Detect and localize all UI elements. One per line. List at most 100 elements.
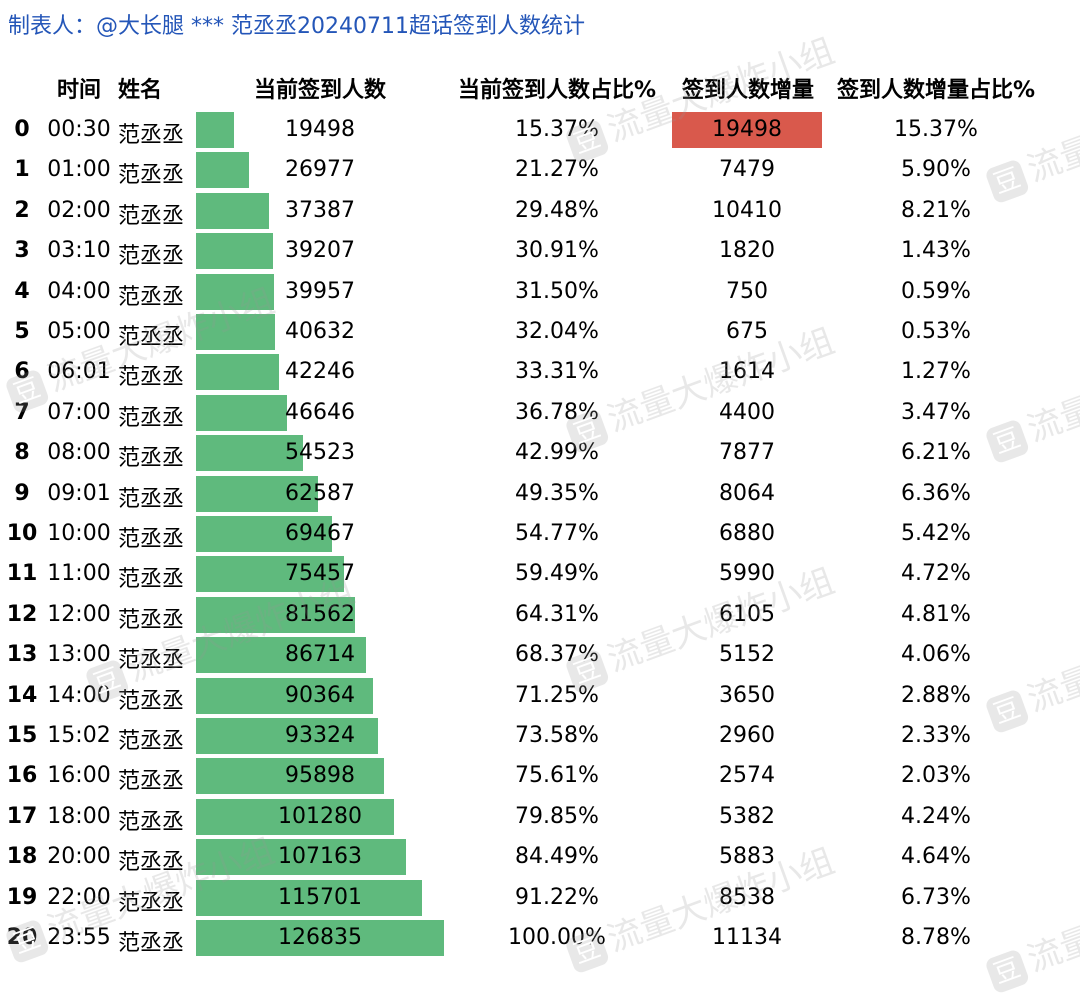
row-index: 11 bbox=[6, 561, 38, 587]
increase-cell: 10410 bbox=[712, 197, 782, 223]
table-row: 17 18:00 范丞丞 101280 79.85% 5382 4.24% bbox=[0, 797, 1080, 837]
name-cell: 范丞丞 bbox=[118, 890, 185, 916]
increase-pct-cell: 15.37% bbox=[894, 117, 978, 142]
row-index: 8 bbox=[14, 440, 30, 466]
name-cell: 范丞丞 bbox=[118, 486, 185, 512]
data-bar bbox=[196, 839, 406, 876]
name-cell: 范丞丞 bbox=[118, 405, 185, 431]
table-row: 5 05:00 范丞丞 40632 32.04% 675 0.53% bbox=[0, 312, 1080, 352]
table-row: 2 02:00 范丞丞 37387 29.48% 10410 8.21% bbox=[0, 191, 1080, 231]
increase-cell: 6880 bbox=[719, 521, 775, 546]
time-cell: 04:00 bbox=[47, 278, 111, 304]
table-row: 4 04:00 范丞丞 39957 31.50% 750 0.59% bbox=[0, 272, 1080, 312]
header-current-pct: 当前签到人数占比% bbox=[457, 78, 657, 103]
increase-pct-cell: 0.53% bbox=[901, 319, 971, 344]
highlight-cell bbox=[672, 112, 822, 148]
data-bar bbox=[196, 394, 288, 431]
data-bar bbox=[196, 273, 275, 310]
increase-cell: 1820 bbox=[719, 238, 775, 264]
header-current: 当前签到人数 bbox=[253, 78, 386, 103]
increase-cell: 4400 bbox=[719, 399, 775, 425]
current-pct-cell: 84.49% bbox=[515, 844, 599, 870]
table-row: 12 12:00 范丞丞 81562 64.31% 6105 4.81% bbox=[0, 595, 1080, 635]
current-pct-cell: 21.27% bbox=[515, 157, 599, 183]
data-bar bbox=[196, 475, 319, 512]
time-cell: 06:01 bbox=[47, 359, 111, 385]
name-cell: 范丞丞 bbox=[118, 325, 185, 350]
data-bar bbox=[196, 637, 366, 674]
row-index: 19 bbox=[6, 884, 38, 910]
row-index: 0 bbox=[14, 117, 30, 142]
current-pct-cell: 79.85% bbox=[515, 803, 599, 829]
data-bar bbox=[196, 435, 303, 472]
current-count-cell: 69467 bbox=[285, 521, 355, 546]
increase-pct-cell: 1.43% bbox=[901, 238, 971, 264]
current-count-cell: 126835 bbox=[278, 925, 362, 950]
table-row: 14 14:00 范丞丞 90364 71.25% 3650 2.88% bbox=[0, 676, 1080, 716]
name-cell: 范丞丞 bbox=[118, 203, 185, 229]
table-row: 6 06:01 范丞丞 42246 33.31% 1614 1.27% bbox=[0, 352, 1080, 392]
table-row: 10 10:00 范丞丞 69467 54.77% 6880 5.42% bbox=[0, 514, 1080, 554]
current-pct-cell: 54.77% bbox=[515, 521, 599, 546]
table-row: 11 11:00 范丞丞 75457 59.49% 5990 4.72% bbox=[0, 554, 1080, 594]
table-header: 时间 姓名 当前签到人数 当前签到人数占比% 签到人数增量 签到人数增量占比% bbox=[0, 72, 1080, 106]
table-row: 18 20:00 范丞丞 107163 84.49% 5883 4.64% bbox=[0, 837, 1080, 877]
header-name: 姓名 bbox=[118, 78, 163, 103]
table-row: 1 01:00 范丞丞 26977 21.27% 7479 5.90% bbox=[0, 150, 1080, 190]
increase-pct-cell: 5.90% bbox=[901, 157, 971, 183]
table-row: 19 22:00 范丞丞 115701 91.22% 8538 6.73% bbox=[0, 878, 1080, 918]
current-count-cell: 54523 bbox=[285, 440, 355, 466]
increase-pct-cell: 8.21% bbox=[901, 197, 971, 223]
increase-cell: 5152 bbox=[719, 642, 775, 668]
time-cell: 13:00 bbox=[47, 642, 111, 668]
current-pct-cell: 59.49% bbox=[515, 561, 599, 587]
increase-pct-cell: 0.59% bbox=[901, 278, 971, 304]
name-cell: 范丞丞 bbox=[118, 607, 185, 633]
row-index: 15 bbox=[6, 723, 38, 748]
time-cell: 22:00 bbox=[47, 884, 111, 910]
data-bar bbox=[196, 879, 423, 916]
name-cell: 范丞丞 bbox=[118, 244, 185, 270]
increase-pct-cell: 4.06% bbox=[901, 642, 971, 668]
increase-pct-cell: 6.21% bbox=[901, 440, 971, 466]
current-count-cell: 37387 bbox=[285, 197, 355, 223]
name-cell: 范丞丞 bbox=[118, 850, 185, 876]
increase-pct-cell: 5.42% bbox=[901, 521, 971, 546]
row-index: 12 bbox=[6, 601, 38, 627]
row-index: 13 bbox=[6, 642, 38, 668]
time-cell: 00:30 bbox=[47, 117, 111, 142]
header-increase-pct: 签到人数增量占比% bbox=[836, 78, 1036, 103]
time-cell: 23:55 bbox=[47, 925, 111, 950]
name-cell: 范丞丞 bbox=[118, 809, 185, 835]
row-index: 16 bbox=[6, 763, 38, 789]
current-pct-cell: 75.61% bbox=[515, 763, 599, 789]
current-pct-cell: 32.04% bbox=[515, 319, 599, 344]
time-cell: 05:00 bbox=[47, 319, 111, 344]
name-cell: 范丞丞 bbox=[118, 688, 185, 714]
time-cell: 14:00 bbox=[47, 682, 111, 708]
name-cell: 范丞丞 bbox=[118, 284, 185, 310]
increase-pct-cell: 6.36% bbox=[901, 480, 971, 506]
time-cell: 07:00 bbox=[47, 399, 111, 425]
increase-pct-cell: 8.78% bbox=[901, 925, 971, 950]
increase-cell: 5990 bbox=[719, 561, 775, 587]
name-cell: 范丞丞 bbox=[118, 729, 185, 754]
increase-cell: 2574 bbox=[719, 763, 775, 789]
time-cell: 08:00 bbox=[47, 440, 111, 466]
current-pct-cell: 29.48% bbox=[515, 197, 599, 223]
header-time: 时间 bbox=[56, 78, 101, 103]
current-count-cell: 39957 bbox=[285, 278, 355, 304]
current-count-cell: 90364 bbox=[285, 682, 355, 708]
name-cell: 范丞丞 bbox=[118, 648, 185, 674]
time-cell: 18:00 bbox=[47, 803, 111, 829]
current-count-cell: 39207 bbox=[285, 238, 355, 264]
increase-cell: 7479 bbox=[719, 157, 775, 183]
current-count-cell: 86714 bbox=[285, 642, 355, 668]
current-count-cell: 95898 bbox=[285, 763, 355, 789]
increase-pct-cell: 6.73% bbox=[901, 884, 971, 910]
time-cell: 20:00 bbox=[47, 844, 111, 870]
header-increase: 签到人数增量 bbox=[681, 78, 814, 103]
current-count-cell: 93324 bbox=[285, 723, 355, 748]
increase-cell: 2960 bbox=[719, 723, 775, 748]
increase-pct-cell: 2.33% bbox=[901, 723, 971, 748]
